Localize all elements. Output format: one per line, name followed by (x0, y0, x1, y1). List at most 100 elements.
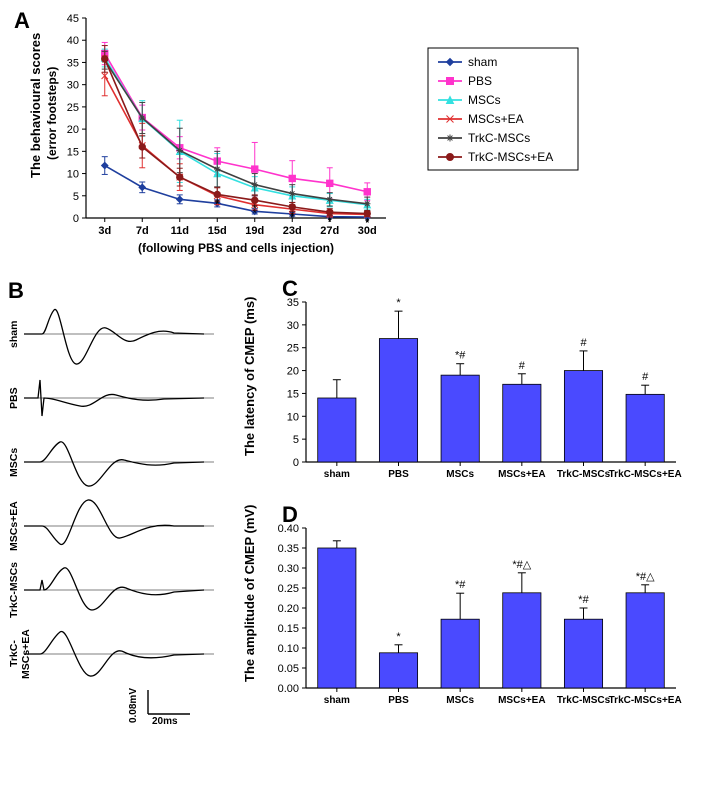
svg-text:PBS: PBS (388, 695, 409, 706)
svg-text:MSCs+EA: MSCs+EA (498, 695, 546, 706)
trace-row: PBS (8, 366, 228, 430)
svg-text:*: * (215, 197, 220, 209)
svg-text:0.25: 0.25 (278, 583, 299, 595)
trace-svg (24, 558, 214, 622)
panel-a: A 0510152025303540453d7d11d15d19d23d27d3… (8, 8, 696, 278)
scalebar-ms: 20ms (152, 716, 178, 727)
trace-label: PBS (8, 366, 24, 430)
svg-text:#: # (519, 360, 526, 372)
svg-text:MSCs: MSCs (446, 695, 474, 706)
svg-text:45: 45 (67, 13, 79, 25)
trace-row: sham (8, 302, 228, 366)
svg-text:30: 30 (67, 80, 79, 92)
svg-text:*#△: *#△ (512, 559, 531, 571)
svg-text:*: * (365, 217, 370, 229)
svg-text:20: 20 (287, 366, 299, 378)
svg-text:MSCs+EA: MSCs+EA (468, 112, 524, 126)
svg-text:*: * (253, 203, 258, 215)
svg-text:3d: 3d (98, 225, 111, 237)
scalebar-mv: 0.08mV (128, 688, 139, 723)
svg-text:0: 0 (73, 213, 79, 225)
svg-text:5: 5 (73, 191, 79, 203)
svg-text:MSCs+EA: MSCs+EA (498, 469, 546, 480)
panel-c: C 05101520253035shamPBS*MSCs*#MSCs+EA#Tr… (228, 278, 696, 504)
svg-text:0.20: 0.20 (278, 603, 299, 615)
panel-label-a: A (14, 8, 30, 34)
trace-svg (24, 622, 214, 686)
svg-text:5: 5 (293, 434, 299, 446)
svg-text:*: * (328, 215, 333, 227)
svg-text:*: * (290, 210, 295, 222)
trace-label: TrkC-MSCs (8, 558, 24, 622)
svg-text:35: 35 (67, 57, 79, 69)
trace-row: MSCs (8, 430, 228, 494)
svg-text:sham: sham (324, 695, 350, 706)
svg-text:TrkC-MSCs: TrkC-MSCs (557, 469, 611, 480)
panel-label-d: D (282, 502, 298, 528)
svg-text:sham: sham (324, 469, 350, 480)
svg-text:MSCs: MSCs (468, 93, 501, 107)
figure: A 0510152025303540453d7d11d15d19d23d27d3… (8, 8, 696, 748)
svg-text:TrkC-MSCs: TrkC-MSCs (557, 695, 611, 706)
svg-text:TrkC-MSCs: TrkC-MSCs (468, 131, 530, 145)
svg-text:PBS: PBS (468, 74, 492, 88)
svg-text:TrkC-MSCs+EA: TrkC-MSCs+EA (609, 469, 682, 480)
trace-label: MSCs (8, 430, 24, 494)
svg-text:7d: 7d (136, 225, 149, 237)
panel-c-chart: 05101520253035shamPBS*MSCs*#MSCs+EA#TrkC… (228, 278, 696, 504)
svg-text:0: 0 (293, 457, 299, 469)
svg-text:*#△: *#△ (636, 571, 655, 583)
svg-text:The behavioural scores: The behavioural scores (28, 33, 43, 178)
trace-row: TrkC-MSCs+EA (8, 622, 228, 686)
svg-text:(following PBS and cells injec: (following PBS and cells injection) (138, 241, 334, 255)
svg-text:0.00: 0.00 (278, 683, 299, 695)
svg-text:10: 10 (287, 411, 299, 423)
trace-row: TrkC-MSCs (8, 558, 228, 622)
trace-svg (24, 494, 214, 558)
panel-label-b: B (8, 278, 24, 304)
panel-label-c: C (282, 276, 298, 302)
svg-text:25: 25 (287, 343, 299, 355)
trace-label: TrkC-MSCs+EA (8, 622, 24, 686)
trace-svg (24, 302, 214, 366)
svg-text:0.05: 0.05 (278, 663, 299, 675)
panel-d: D 0.000.050.100.150.200.250.300.350.40sh… (228, 504, 696, 748)
svg-text:11d: 11d (171, 225, 189, 237)
trace-row: MSCs+EA (8, 494, 228, 558)
svg-text:30: 30 (287, 320, 299, 332)
trace-svg (24, 366, 214, 430)
panel-a-chart: 0510152025303540453d7d11d15d19d23d27d30d… (8, 8, 608, 273)
trace-label: MSCs+EA (8, 494, 24, 558)
svg-text:15: 15 (67, 146, 79, 158)
scalebar: 0.08mV 20ms (128, 686, 228, 732)
svg-text:20: 20 (67, 124, 79, 136)
svg-text:sham: sham (468, 55, 497, 69)
svg-text:(error footsteps): (error footsteps) (45, 67, 59, 160)
trace-svg (24, 430, 214, 494)
svg-text:The latency of CMEP (ms): The latency of CMEP (ms) (242, 297, 257, 456)
svg-text:0.15: 0.15 (278, 623, 299, 635)
svg-text:The amplitude of CMEP (mV): The amplitude of CMEP (mV) (242, 505, 257, 682)
svg-text:10: 10 (67, 169, 79, 181)
svg-text:*: * (396, 297, 401, 309)
svg-text:PBS: PBS (388, 469, 409, 480)
svg-text:40: 40 (67, 35, 79, 47)
svg-text:15d: 15d (208, 225, 227, 237)
svg-text:0.35: 0.35 (278, 543, 299, 555)
trace-label: sham (8, 302, 24, 366)
svg-text:#: # (580, 337, 587, 349)
panel-d-chart: 0.000.050.100.150.200.250.300.350.40sham… (228, 504, 696, 748)
svg-text:0.30: 0.30 (278, 563, 299, 575)
svg-text:*#: *# (578, 594, 589, 606)
svg-text:TrkC-MSCs+EA: TrkC-MSCs+EA (609, 695, 682, 706)
svg-text:0.10: 0.10 (278, 643, 299, 655)
svg-text:TrkC-MSCs+EA: TrkC-MSCs+EA (468, 150, 553, 164)
svg-text:25: 25 (67, 102, 79, 114)
bottom-row: B shamPBSMSCsMSCs+EATrkC-MSCsTrkC-MSCs+E… (8, 278, 696, 748)
svg-text:*#: *# (455, 579, 466, 591)
svg-text:15: 15 (287, 388, 299, 400)
svg-text:23d: 23d (283, 225, 302, 237)
panel-cd: C 05101520253035shamPBS*MSCs*#MSCs+EA#Tr… (228, 278, 696, 748)
svg-text:#: # (642, 371, 649, 383)
svg-text:*#: *# (455, 350, 466, 362)
